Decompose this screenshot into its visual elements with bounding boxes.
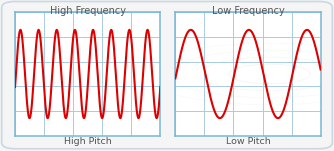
Text: Low Pitch: Low Pitch (226, 137, 270, 146)
Text: High Frequency: High Frequency (50, 6, 126, 16)
Text: Low Frequency: Low Frequency (212, 6, 284, 16)
Text: High Pitch: High Pitch (64, 137, 112, 146)
